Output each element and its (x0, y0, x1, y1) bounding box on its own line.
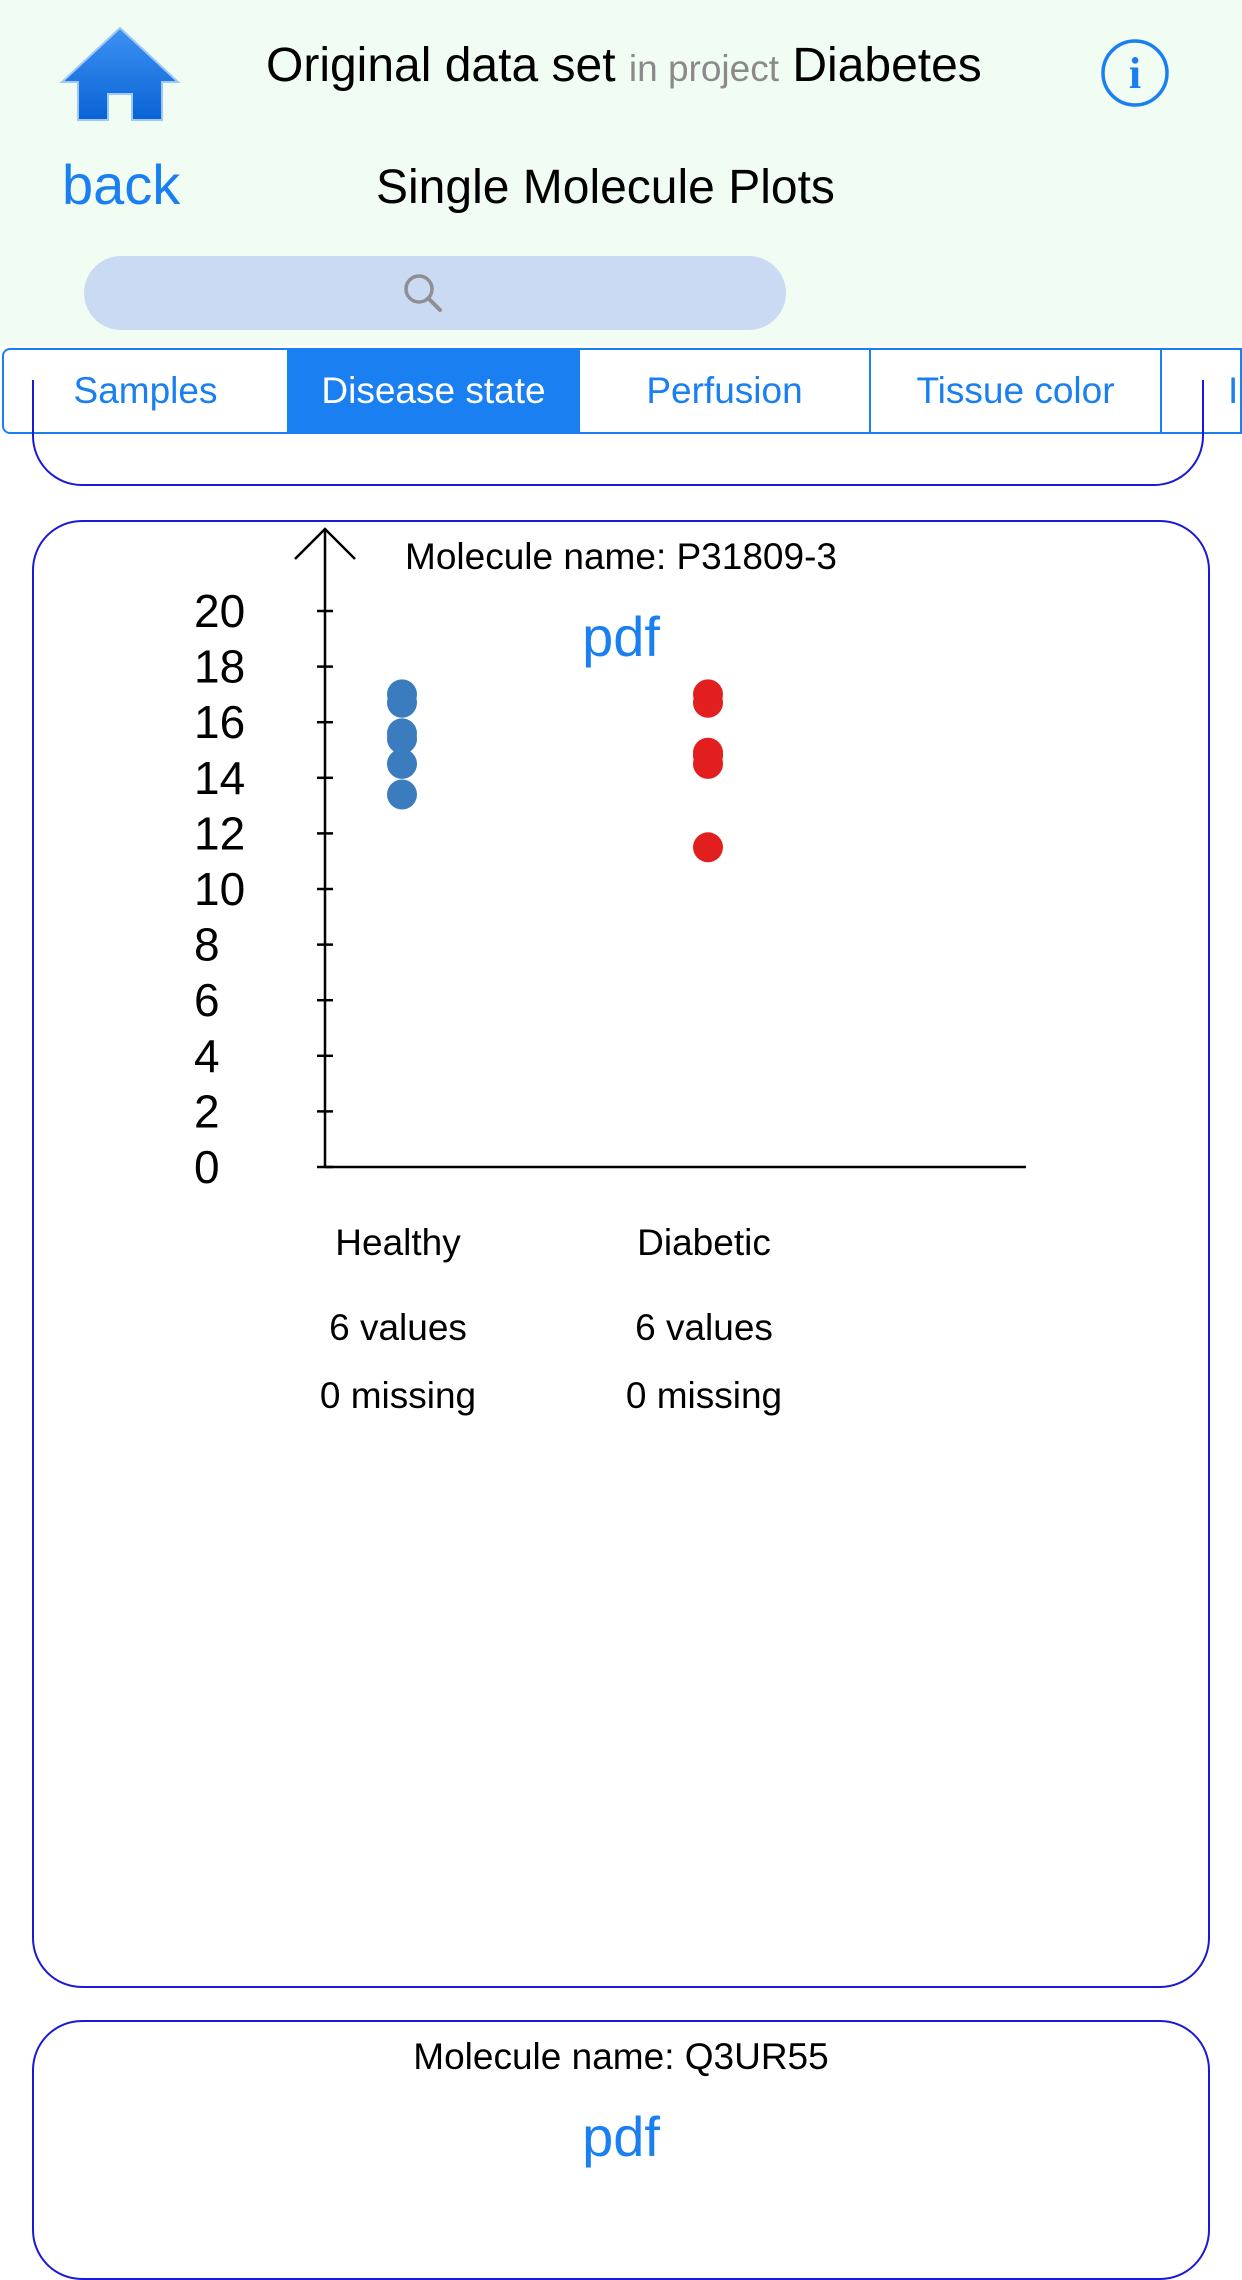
healthy-point (387, 748, 417, 779)
home-icon[interactable] (58, 24, 182, 124)
diabetic-point (693, 832, 723, 863)
y-tick-label: 4 (194, 1030, 220, 1082)
info-icon[interactable]: i (1100, 38, 1170, 108)
dataset-title: Original data set (266, 39, 616, 92)
molecule-name: Molecule name: P31809-3 (405, 536, 837, 577)
healthy-point (387, 723, 417, 754)
dataset-title-row: Original data set in project Diabetes (266, 38, 982, 93)
y-tick-label: 20 (194, 585, 245, 637)
search-icon (404, 274, 442, 312)
y-tick-label: 6 (194, 974, 220, 1026)
molecule-name: Molecule name: Q3UR55 (413, 2036, 829, 2077)
svg-text:i: i (1129, 49, 1141, 98)
diabetic-point (693, 687, 723, 718)
tab-label: Tissue color (916, 370, 1115, 411)
y-tick-label: 10 (194, 863, 245, 915)
tab-label: I (1228, 370, 1239, 411)
y-axis-arrow (294, 527, 356, 560)
tab-perfusion[interactable]: Perfusion (580, 348, 871, 434)
header-bar: Original data set in project Diabetes i … (0, 0, 1242, 345)
healthy-point (387, 687, 417, 718)
tab-disease-state[interactable]: Disease state (289, 348, 580, 434)
pdf-button[interactable]: pdf (582, 605, 660, 668)
healthy-point (387, 779, 417, 810)
back-button[interactable]: back (62, 153, 181, 216)
diabetic-missing: 0 missing (625, 1375, 783, 1416)
y-tick-label: 8 (194, 919, 220, 971)
y-tick-label: 0 (194, 1141, 220, 1193)
tab-label: Samples (73, 370, 218, 411)
y-tick-label: 16 (194, 696, 245, 748)
category-label-healthy: Healthy (335, 1222, 461, 1263)
tab-label: Disease state (321, 370, 546, 411)
y-tick-label: 18 (194, 641, 245, 693)
molecule-card: Molecule name: Q3UR55 pdf (32, 2020, 1210, 2280)
page-title: Single Molecule Plots (376, 161, 835, 214)
category-label-diabetic: Diabetic (637, 1222, 771, 1263)
healthy-count: 6 values (329, 1307, 467, 1348)
in-project-text: in project (628, 48, 780, 89)
project-name: Diabetes (792, 39, 982, 92)
diabetic-count: 6 values (635, 1307, 773, 1348)
diabetic-point (693, 748, 723, 779)
molecule-card: Molecule name: P31809-3 pdf 0 2 4 6 8 10 12 14 1… (32, 520, 1210, 1988)
tab-tissue-color[interactable]: Tissue color (871, 348, 1162, 434)
previous-card-edge (32, 380, 1204, 486)
y-tick-label: 2 (194, 1085, 220, 1137)
healthy-missing: 0 missing (319, 1375, 477, 1416)
y-tick-label: 14 (194, 752, 245, 804)
search-bar[interactable] (84, 256, 786, 330)
search-input[interactable] (84, 256, 786, 330)
tab-label: Perfusion (646, 370, 803, 411)
y-tick-label: 12 (194, 807, 245, 859)
pdf-button[interactable]: pdf (582, 2105, 660, 2168)
